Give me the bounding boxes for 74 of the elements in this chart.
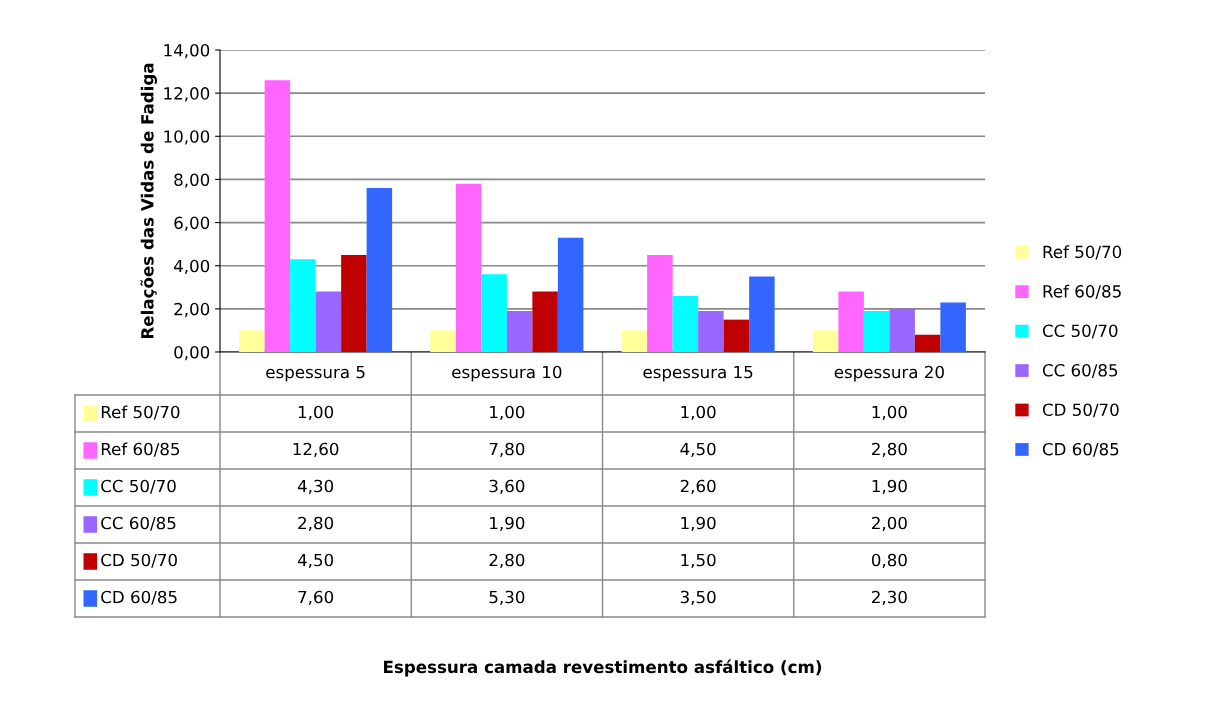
y-tick-label: 0,00 <box>174 345 210 361</box>
y-tick-label: 6,00 <box>174 216 210 231</box>
data-label: 1,00 <box>872 405 907 421</box>
bar <box>455 183 482 352</box>
data-label: 0,80 <box>871 553 907 569</box>
bar <box>863 311 890 352</box>
x-tick-label: espessura 15 <box>643 365 753 382</box>
data-label: 4,30 <box>297 479 334 495</box>
bar <box>647 254 673 352</box>
text: Ref 50/70 <box>1043 245 1122 260</box>
data-label: 12,60 <box>293 442 339 458</box>
text: CC 50/70 <box>101 479 176 494</box>
text: CC 60/85 <box>101 516 176 531</box>
data-label: 5,30 <box>489 590 525 606</box>
y-tick-label: 8,00 <box>174 173 210 188</box>
text: Espessura camada revestimento asfáltico (cm) <box>384 659 822 677</box>
bar <box>506 311 533 352</box>
bar <box>557 237 584 352</box>
legend-label: Ref 60/85 <box>101 442 180 457</box>
data-label: 4,50 <box>297 553 334 569</box>
data-label: 4,50 <box>680 442 716 458</box>
data-label: 2,80 <box>872 442 907 458</box>
y-tick-label: 10,00 <box>164 130 210 145</box>
bar <box>749 276 775 352</box>
data-label: 2,00 <box>872 516 907 532</box>
data-label: 3,60 <box>489 479 525 495</box>
data-label: 1,90 <box>872 479 907 495</box>
text: CD 50/70 <box>101 553 177 568</box>
bar <box>812 330 839 352</box>
y-tick-label: 12,00 <box>164 87 210 102</box>
bar <box>838 291 864 352</box>
legend-label: CD 60/85 <box>1042 442 1119 457</box>
data-label: 1,90 <box>681 516 716 532</box>
text: Ref 60/85 <box>1043 284 1121 299</box>
data-label: 1,50 <box>681 553 716 569</box>
bar <box>290 259 316 352</box>
x-tick-label: espessura 20 <box>834 365 944 382</box>
bar <box>366 188 393 352</box>
bar <box>532 291 558 352</box>
legend-label: Ref 50/70 <box>101 405 180 420</box>
bar <box>341 254 367 352</box>
bar <box>315 291 342 352</box>
bar <box>264 80 291 352</box>
bar <box>940 302 966 352</box>
text: CD 60/85 <box>101 590 177 605</box>
legend-label: CC 50/70 <box>1042 324 1118 339</box>
x-tick-label: espessura 5 <box>266 365 365 382</box>
bar <box>430 330 456 352</box>
bar <box>621 330 648 352</box>
data-label: 2,30 <box>872 590 907 606</box>
bar <box>672 295 699 352</box>
bar <box>698 311 724 352</box>
bar <box>914 334 941 352</box>
x-tick-label: espessura 10 <box>452 365 562 382</box>
bar <box>723 319 750 352</box>
data-label: 1,00 <box>681 405 716 421</box>
bar <box>889 308 915 352</box>
bar <box>239 330 265 352</box>
legend-label: CD 50/70 <box>1042 403 1119 418</box>
data-label: 7,60 <box>298 590 334 606</box>
data-label: 2,60 <box>680 479 716 495</box>
legend-label: CC 60/85 <box>1042 363 1118 378</box>
data-label: 2,80 <box>298 516 334 532</box>
bar <box>481 274 507 352</box>
data-label: 2,80 <box>489 553 525 569</box>
data-label: 1,00 <box>490 405 525 421</box>
data-label: 7,80 <box>489 442 525 458</box>
y-tick-label: 4,00 <box>173 259 210 274</box>
y-tick-label: 2,00 <box>174 302 210 318</box>
data-label: 1,00 <box>298 405 334 421</box>
data-label: 1,90 <box>490 516 525 532</box>
y-axis-title: Relações das Vidas de Fadiga <box>140 63 158 339</box>
data-label: 3,50 <box>680 590 716 606</box>
y-tick-label: 14,00 <box>164 43 210 59</box>
